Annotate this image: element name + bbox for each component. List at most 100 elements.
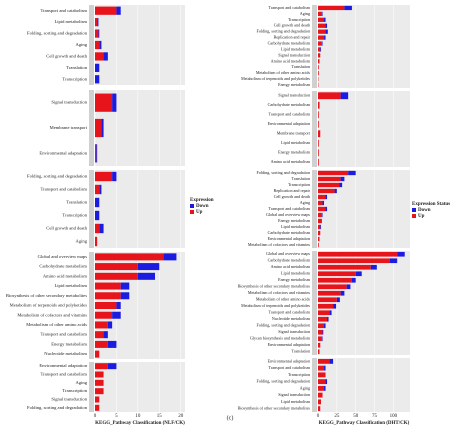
category-label: Transport and catabolism <box>269 365 311 370</box>
category-label: Energy metabolism <box>278 218 311 223</box>
bar-segment <box>324 365 326 371</box>
bar-segment <box>95 363 108 370</box>
bar-segment <box>318 323 325 329</box>
bar-segment <box>137 263 160 271</box>
bar-segment <box>95 197 100 208</box>
legend-swatch <box>412 208 416 212</box>
category-label: Metabolism of terpenoids and polyketides <box>241 303 310 308</box>
category-label: Cell growth and death <box>274 194 310 199</box>
bar-segment <box>340 290 345 296</box>
bar-segment <box>95 171 113 182</box>
category-label: Nucleotide metabolism <box>44 351 87 356</box>
category-label: Environmental adaptation <box>268 121 310 126</box>
bar-segment <box>95 371 104 378</box>
bar-segment <box>318 303 334 309</box>
bar-segment <box>112 311 121 319</box>
bar-segment <box>318 271 356 277</box>
x-tick-label: 75 <box>372 414 378 419</box>
category-label: Membrane transport <box>50 125 88 130</box>
category-label: Cell growth and death <box>274 23 310 28</box>
category-label: Metabolism of other amino acids <box>256 70 311 75</box>
category-label: Signal transduction <box>278 329 310 334</box>
category-label: Transport and catabolism <box>269 310 311 315</box>
legend-label: Down <box>196 204 209 209</box>
bar-segment <box>95 282 121 290</box>
category-label: Biosynthesis of other secondary metaboli… <box>238 284 311 289</box>
bar-segment <box>324 323 326 329</box>
facet-strip <box>312 5 317 88</box>
panel-background <box>95 362 185 412</box>
category-label: Metabolism of cofactors and vitamins <box>17 312 87 317</box>
bar-segment <box>95 388 104 395</box>
bar-segment <box>324 35 326 40</box>
facet-strip <box>312 91 317 167</box>
bar-segment <box>318 130 321 138</box>
category-label: Folding, sorting and degradation <box>257 379 310 385</box>
bar-segment <box>107 340 117 348</box>
category-label: Cell growth and death <box>46 53 87 58</box>
category-label: Translation <box>292 176 311 181</box>
bar-segment <box>318 264 371 270</box>
bar-segment <box>318 92 341 100</box>
x-tick-label: 10 <box>135 414 141 419</box>
category-label: Folding, sorting and degradation <box>257 323 310 329</box>
panel-background <box>95 5 185 85</box>
category-label: Translation <box>292 64 311 69</box>
bar-segment <box>370 264 377 270</box>
bar-segment <box>107 321 113 329</box>
bar-segment <box>318 182 340 188</box>
category-label: Replication and repair <box>274 188 311 193</box>
category-label: Metabolism of cofactors and vitamins <box>248 290 310 295</box>
x-tick-label: 50 <box>353 414 359 419</box>
category-label: Lipid metabolism <box>281 271 311 276</box>
category-label: Folding, sorting and degradation <box>27 174 88 180</box>
legend-title: Expression <box>190 198 214 203</box>
bar-segment <box>321 41 323 46</box>
facet-strip <box>312 358 317 412</box>
bar-segment <box>321 336 323 342</box>
bar-segment <box>320 224 322 230</box>
bar-segment <box>318 242 319 248</box>
bar-segment <box>99 40 102 50</box>
bar-segment <box>95 210 100 221</box>
bar-segment <box>120 292 130 300</box>
bar-segment <box>318 101 320 109</box>
category-label: Transport and catabolism <box>40 8 87 13</box>
category-label: Signal transduction <box>51 397 87 402</box>
category-label: Metabolism of terpenoids and polyketides <box>241 76 310 81</box>
bar-segment <box>318 41 322 46</box>
bar-segment <box>318 176 341 182</box>
bar-segment <box>318 158 319 166</box>
bar-segment <box>321 218 322 224</box>
bar-segment <box>95 301 117 310</box>
category-label: Folding, sorting and degradation <box>257 29 310 35</box>
category-label: Translation <box>292 349 311 354</box>
category-label: Metabolism of other amino acids <box>256 297 311 302</box>
category-label: Amino acid metabolism <box>43 273 88 278</box>
bar-segment <box>318 284 347 290</box>
category-label: Aging <box>300 200 310 205</box>
bar-segment <box>318 29 326 34</box>
bar-segment <box>318 120 319 128</box>
category-label: Transport and catabolism <box>40 187 87 192</box>
bar-segment <box>320 47 322 52</box>
bar-segment <box>96 144 98 163</box>
category-label: Metabolism of cofactors and vitamins <box>248 242 310 247</box>
bar-segment <box>355 271 362 277</box>
x-axis-title: KEGG_Pathway Classification (NLF/CK) <box>95 421 185 426</box>
bar-segment <box>329 358 334 364</box>
category-label: Energy metabolism <box>278 82 311 87</box>
bar-segment <box>101 118 104 138</box>
category-label: Environmental adaptation <box>268 342 310 347</box>
legend-swatch <box>190 204 194 208</box>
facet-strip <box>312 170 317 248</box>
bar-segment <box>318 53 321 58</box>
bar-segment <box>351 277 356 283</box>
bar-segment <box>95 321 108 329</box>
bar-segment <box>321 212 323 218</box>
bar-segment <box>318 71 319 76</box>
bar-segment <box>318 206 326 212</box>
bar-segment <box>95 6 117 15</box>
bar-segment <box>103 52 108 61</box>
